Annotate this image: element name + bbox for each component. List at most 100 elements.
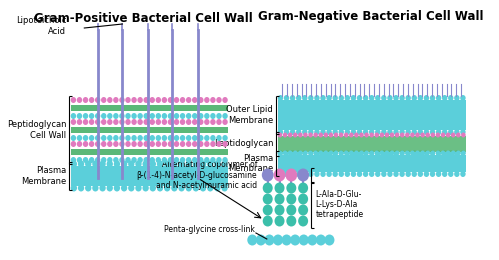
Circle shape: [296, 171, 301, 177]
Circle shape: [387, 150, 393, 156]
Circle shape: [418, 150, 423, 156]
Circle shape: [262, 168, 273, 181]
Circle shape: [345, 150, 350, 156]
Circle shape: [375, 129, 380, 135]
Circle shape: [137, 141, 143, 147]
Circle shape: [273, 235, 283, 245]
Circle shape: [210, 135, 216, 141]
Circle shape: [446, 133, 451, 138]
Circle shape: [334, 151, 338, 155]
Circle shape: [363, 171, 368, 177]
Circle shape: [216, 141, 222, 147]
Bar: [71, 149, 228, 155]
Circle shape: [430, 129, 435, 135]
Circle shape: [198, 113, 204, 119]
Circle shape: [357, 95, 362, 101]
Circle shape: [357, 150, 362, 156]
Bar: [278, 100, 466, 130]
Circle shape: [95, 135, 100, 141]
Circle shape: [357, 171, 362, 177]
Circle shape: [332, 95, 338, 101]
Circle shape: [293, 151, 297, 155]
Circle shape: [313, 133, 318, 138]
Circle shape: [114, 160, 120, 167]
Circle shape: [99, 185, 106, 192]
Text: Plasma
Membrane: Plasma Membrane: [228, 154, 273, 173]
Circle shape: [454, 129, 460, 135]
Circle shape: [142, 185, 149, 192]
Circle shape: [192, 157, 198, 163]
Circle shape: [320, 129, 326, 135]
Circle shape: [77, 157, 82, 163]
Circle shape: [442, 95, 448, 101]
Circle shape: [204, 157, 210, 163]
Circle shape: [385, 151, 389, 155]
Circle shape: [168, 157, 173, 163]
Circle shape: [144, 97, 149, 103]
Circle shape: [83, 119, 88, 125]
Circle shape: [363, 95, 368, 101]
Circle shape: [302, 150, 307, 156]
Circle shape: [83, 141, 88, 147]
Circle shape: [298, 216, 308, 226]
Circle shape: [390, 151, 394, 155]
Circle shape: [381, 150, 387, 156]
Circle shape: [332, 150, 338, 156]
Circle shape: [198, 97, 204, 103]
Circle shape: [156, 135, 161, 141]
Circle shape: [357, 129, 362, 135]
Circle shape: [273, 168, 285, 181]
Circle shape: [168, 119, 173, 125]
Circle shape: [436, 151, 440, 155]
Circle shape: [308, 133, 313, 138]
Circle shape: [448, 171, 454, 177]
Circle shape: [144, 135, 149, 141]
Circle shape: [345, 95, 350, 101]
Circle shape: [210, 113, 216, 119]
Circle shape: [186, 135, 192, 141]
Circle shape: [198, 157, 204, 163]
Circle shape: [303, 151, 308, 155]
Circle shape: [395, 133, 399, 138]
Circle shape: [150, 185, 156, 192]
Circle shape: [204, 119, 210, 125]
Circle shape: [89, 157, 94, 163]
Circle shape: [298, 183, 308, 193]
Circle shape: [308, 95, 313, 101]
Circle shape: [359, 133, 364, 138]
Circle shape: [144, 157, 149, 163]
Circle shape: [296, 129, 301, 135]
Circle shape: [144, 119, 149, 125]
Circle shape: [354, 151, 359, 155]
Circle shape: [338, 150, 344, 156]
Circle shape: [436, 171, 441, 177]
Circle shape: [339, 133, 343, 138]
Circle shape: [430, 150, 435, 156]
Circle shape: [393, 171, 399, 177]
Text: L-Ala-D-Glu-
L-Lys-D-Ala
tetrapeptide: L-Ala-D-Glu- L-Lys-D-Ala tetrapeptide: [315, 190, 363, 219]
Circle shape: [101, 157, 106, 163]
Circle shape: [286, 205, 296, 216]
Circle shape: [456, 151, 461, 155]
Circle shape: [393, 150, 399, 156]
Circle shape: [186, 97, 192, 103]
Circle shape: [214, 185, 221, 192]
Circle shape: [210, 157, 216, 163]
Circle shape: [164, 160, 170, 167]
Circle shape: [456, 133, 461, 138]
Circle shape: [387, 171, 393, 177]
Circle shape: [298, 205, 308, 216]
Circle shape: [137, 157, 143, 163]
Circle shape: [77, 141, 82, 147]
Circle shape: [198, 135, 204, 141]
Circle shape: [186, 119, 192, 125]
Circle shape: [204, 135, 210, 141]
Circle shape: [113, 157, 119, 163]
Circle shape: [351, 150, 356, 156]
Circle shape: [302, 95, 307, 101]
Circle shape: [262, 183, 273, 193]
Circle shape: [192, 113, 198, 119]
Circle shape: [412, 129, 417, 135]
Circle shape: [223, 141, 228, 147]
Circle shape: [180, 141, 185, 147]
